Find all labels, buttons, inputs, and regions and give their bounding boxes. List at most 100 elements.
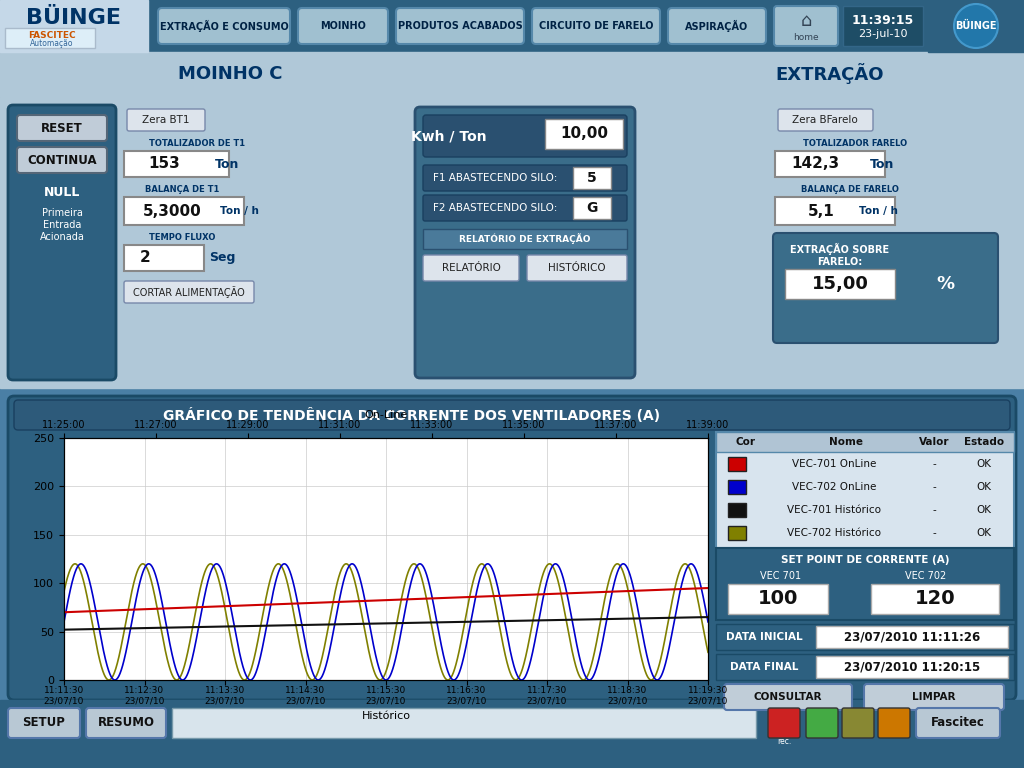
Text: Primeira
Entrada
Acionada: Primeira Entrada Acionada <box>40 208 84 242</box>
Text: OK: OK <box>977 459 991 469</box>
FancyBboxPatch shape <box>878 708 910 738</box>
FancyBboxPatch shape <box>86 708 166 738</box>
Bar <box>785 269 895 299</box>
Text: Cor: Cor <box>736 437 756 447</box>
Bar <box>0 700 1024 768</box>
Bar <box>716 432 1014 548</box>
Text: ⌂: ⌂ <box>801 12 812 30</box>
Text: Zera BFarelo: Zera BFarelo <box>793 115 858 125</box>
Text: BALANÇA DE T1: BALANÇA DE T1 <box>144 184 219 194</box>
Bar <box>5 28 95 48</box>
Bar <box>0 52 1024 97</box>
Text: BALANÇA DE FARELO: BALANÇA DE FARELO <box>801 184 899 194</box>
X-axis label: On-Line: On-Line <box>365 409 408 419</box>
Text: NULL: NULL <box>44 187 80 200</box>
Text: 142,3: 142,3 <box>791 157 839 171</box>
FancyBboxPatch shape <box>17 115 106 141</box>
Bar <box>728 526 746 540</box>
Bar <box>716 432 1014 452</box>
FancyBboxPatch shape <box>298 8 388 44</box>
FancyBboxPatch shape <box>8 396 1016 700</box>
Bar <box>928 0 1024 52</box>
Text: RESET: RESET <box>41 121 83 134</box>
Bar <box>0 97 1024 388</box>
Text: CIRCUITO DE FARELO: CIRCUITO DE FARELO <box>539 21 653 31</box>
Text: DATA INICIAL: DATA INICIAL <box>726 632 803 642</box>
Text: Nome: Nome <box>829 437 863 447</box>
Text: CORTAR ALIMENTAÇÃO: CORTAR ALIMENTAÇÃO <box>133 286 245 298</box>
Text: Automação: Automação <box>31 38 74 48</box>
Text: CONTINUA: CONTINUA <box>28 154 97 167</box>
Text: Fascitec: Fascitec <box>931 717 985 730</box>
Bar <box>0 0 148 52</box>
Bar <box>728 457 746 471</box>
Bar <box>816 656 1008 678</box>
Bar <box>573 197 611 219</box>
Bar <box>843 6 923 46</box>
Text: BÜINGE: BÜINGE <box>955 21 996 31</box>
Text: PRODUTOS ACABADOS: PRODUTOS ACABADOS <box>397 21 522 31</box>
FancyBboxPatch shape <box>532 8 660 44</box>
Text: 10,00: 10,00 <box>560 127 608 141</box>
Text: %: % <box>936 275 954 293</box>
FancyBboxPatch shape <box>768 708 800 738</box>
FancyBboxPatch shape <box>773 233 998 343</box>
Text: 120: 120 <box>914 590 955 608</box>
Bar <box>775 151 885 177</box>
Text: TOTALIZADOR DE T1: TOTALIZADOR DE T1 <box>148 138 245 147</box>
Bar <box>423 229 627 249</box>
Text: FASCITEC: FASCITEC <box>29 31 76 39</box>
FancyBboxPatch shape <box>864 684 1004 710</box>
Text: VEC-702 Histórico: VEC-702 Histórico <box>787 528 881 538</box>
Text: BÜINGE: BÜINGE <box>27 8 122 28</box>
Text: SET POINT DE CORRENTE (A): SET POINT DE CORRENTE (A) <box>780 555 949 565</box>
Text: EXTRAÇÃO E CONSUMO: EXTRAÇÃO E CONSUMO <box>160 20 289 32</box>
Text: rec.: rec. <box>777 737 792 746</box>
Text: Ton: Ton <box>869 157 894 170</box>
FancyBboxPatch shape <box>916 708 1000 738</box>
Text: VEC-702 OnLine: VEC-702 OnLine <box>792 482 877 492</box>
FancyBboxPatch shape <box>842 708 874 738</box>
FancyBboxPatch shape <box>8 105 116 380</box>
Bar <box>124 151 229 177</box>
Bar <box>172 708 756 738</box>
Text: CONSULTAR: CONSULTAR <box>754 692 822 702</box>
Bar <box>124 245 204 271</box>
Bar <box>728 584 828 614</box>
FancyBboxPatch shape <box>774 6 838 46</box>
FancyBboxPatch shape <box>158 8 290 44</box>
FancyBboxPatch shape <box>724 684 852 710</box>
Text: VEC 701: VEC 701 <box>761 571 802 581</box>
Bar <box>124 197 244 225</box>
Text: TOTALIZADOR FARELO: TOTALIZADOR FARELO <box>803 138 907 147</box>
Text: 11:39:15: 11:39:15 <box>852 14 914 27</box>
Text: Valor: Valor <box>919 437 949 447</box>
Text: DATA FINAL: DATA FINAL <box>730 662 798 672</box>
Text: Estado: Estado <box>964 437 1005 447</box>
Text: home: home <box>794 32 819 41</box>
Text: 5: 5 <box>587 171 597 185</box>
Bar <box>545 119 623 149</box>
FancyBboxPatch shape <box>14 400 1010 430</box>
Text: EXTRAÇÃO SOBRE
FARELO:: EXTRAÇÃO SOBRE FARELO: <box>791 243 890 266</box>
Circle shape <box>954 4 998 48</box>
Text: -: - <box>932 459 936 469</box>
Text: 2: 2 <box>140 250 151 266</box>
FancyBboxPatch shape <box>806 708 838 738</box>
Bar <box>775 197 895 225</box>
Text: Ton / h: Ton / h <box>219 206 258 216</box>
Text: -: - <box>932 528 936 538</box>
Text: VEC 702: VEC 702 <box>905 571 946 581</box>
Text: OK: OK <box>977 482 991 492</box>
Bar <box>716 654 1014 680</box>
Text: F1 ABASTECENDO SILO:: F1 ABASTECENDO SILO: <box>433 173 557 183</box>
FancyBboxPatch shape <box>423 165 627 191</box>
Bar <box>573 167 611 189</box>
Bar <box>0 0 1024 52</box>
FancyBboxPatch shape <box>396 8 524 44</box>
FancyBboxPatch shape <box>415 107 635 378</box>
Text: RELATÓRIO: RELATÓRIO <box>441 263 501 273</box>
Text: 5,3000: 5,3000 <box>142 204 202 219</box>
Text: 23/07/2010 11:11:26: 23/07/2010 11:11:26 <box>844 631 980 644</box>
FancyBboxPatch shape <box>778 109 873 131</box>
